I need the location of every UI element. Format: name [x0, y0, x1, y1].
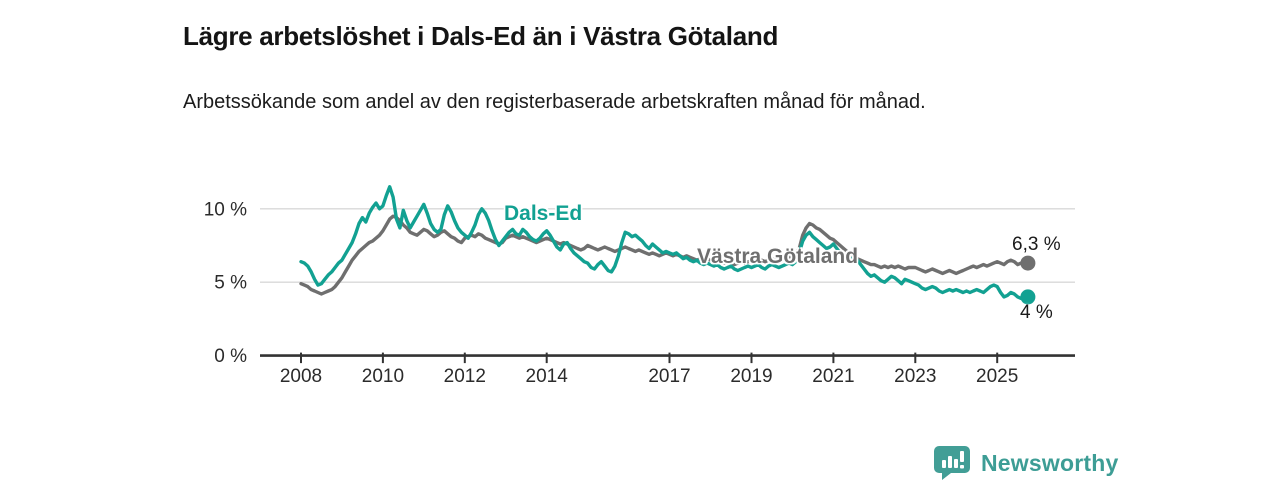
x-axis-tick-label: 2025 — [976, 366, 1018, 387]
y-axis-tick-label: 10 % — [204, 199, 247, 220]
x-axis-tick-label: 2017 — [648, 366, 690, 387]
newsworthy-logo-icon — [934, 446, 970, 480]
end-dot-v-stra-g-taland — [1020, 255, 1036, 271]
end-dot-dals-ed — [1020, 289, 1036, 305]
page-title: Lägre arbetslöshet i Dals-Ed än i Västra… — [183, 21, 779, 52]
chart-subtitle: Arbetssökande som andel av den registerb… — [183, 91, 926, 113]
end-value-label-vastra-gotaland: 6,3 % — [1012, 234, 1061, 255]
x-axis-tick-label: 2012 — [444, 366, 486, 387]
y-axis-tick-label: 5 % — [214, 273, 247, 294]
x-axis-tick-label: 2021 — [812, 366, 854, 387]
x-axis-tick-label: 2010 — [362, 366, 404, 387]
series-label-vastra-gotaland: Västra Götaland — [697, 245, 859, 268]
x-axis-tick-label: 2008 — [280, 366, 322, 387]
brand-name[interactable]: Newsworthy — [981, 449, 1119, 476]
y-axis-tick-label: 0 % — [214, 346, 247, 367]
series-label-dals-ed: Dals-Ed — [504, 202, 583, 225]
end-value-label-dals-ed: 4 % — [1020, 302, 1053, 323]
x-axis-tick-label: 2023 — [894, 366, 936, 387]
x-axis-tick-label: 2014 — [526, 366, 569, 387]
x-axis-tick-label: 2019 — [730, 366, 772, 387]
newsworthy-branding[interactable]: Newsworthy — [934, 446, 1118, 480]
line-dals-ed — [299, 185, 1030, 301]
